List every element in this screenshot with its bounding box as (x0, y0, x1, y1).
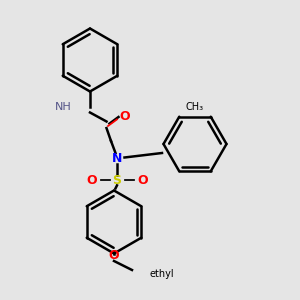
Text: O: O (86, 173, 97, 187)
Text: O: O (137, 173, 148, 187)
Text: NH: NH (55, 101, 71, 112)
Text: O: O (109, 249, 119, 262)
Text: CH₃: CH₃ (186, 101, 204, 112)
Text: S: S (112, 173, 122, 187)
Text: O: O (119, 110, 130, 123)
Text: N: N (112, 152, 122, 166)
Text: ethyl: ethyl (150, 268, 175, 279)
